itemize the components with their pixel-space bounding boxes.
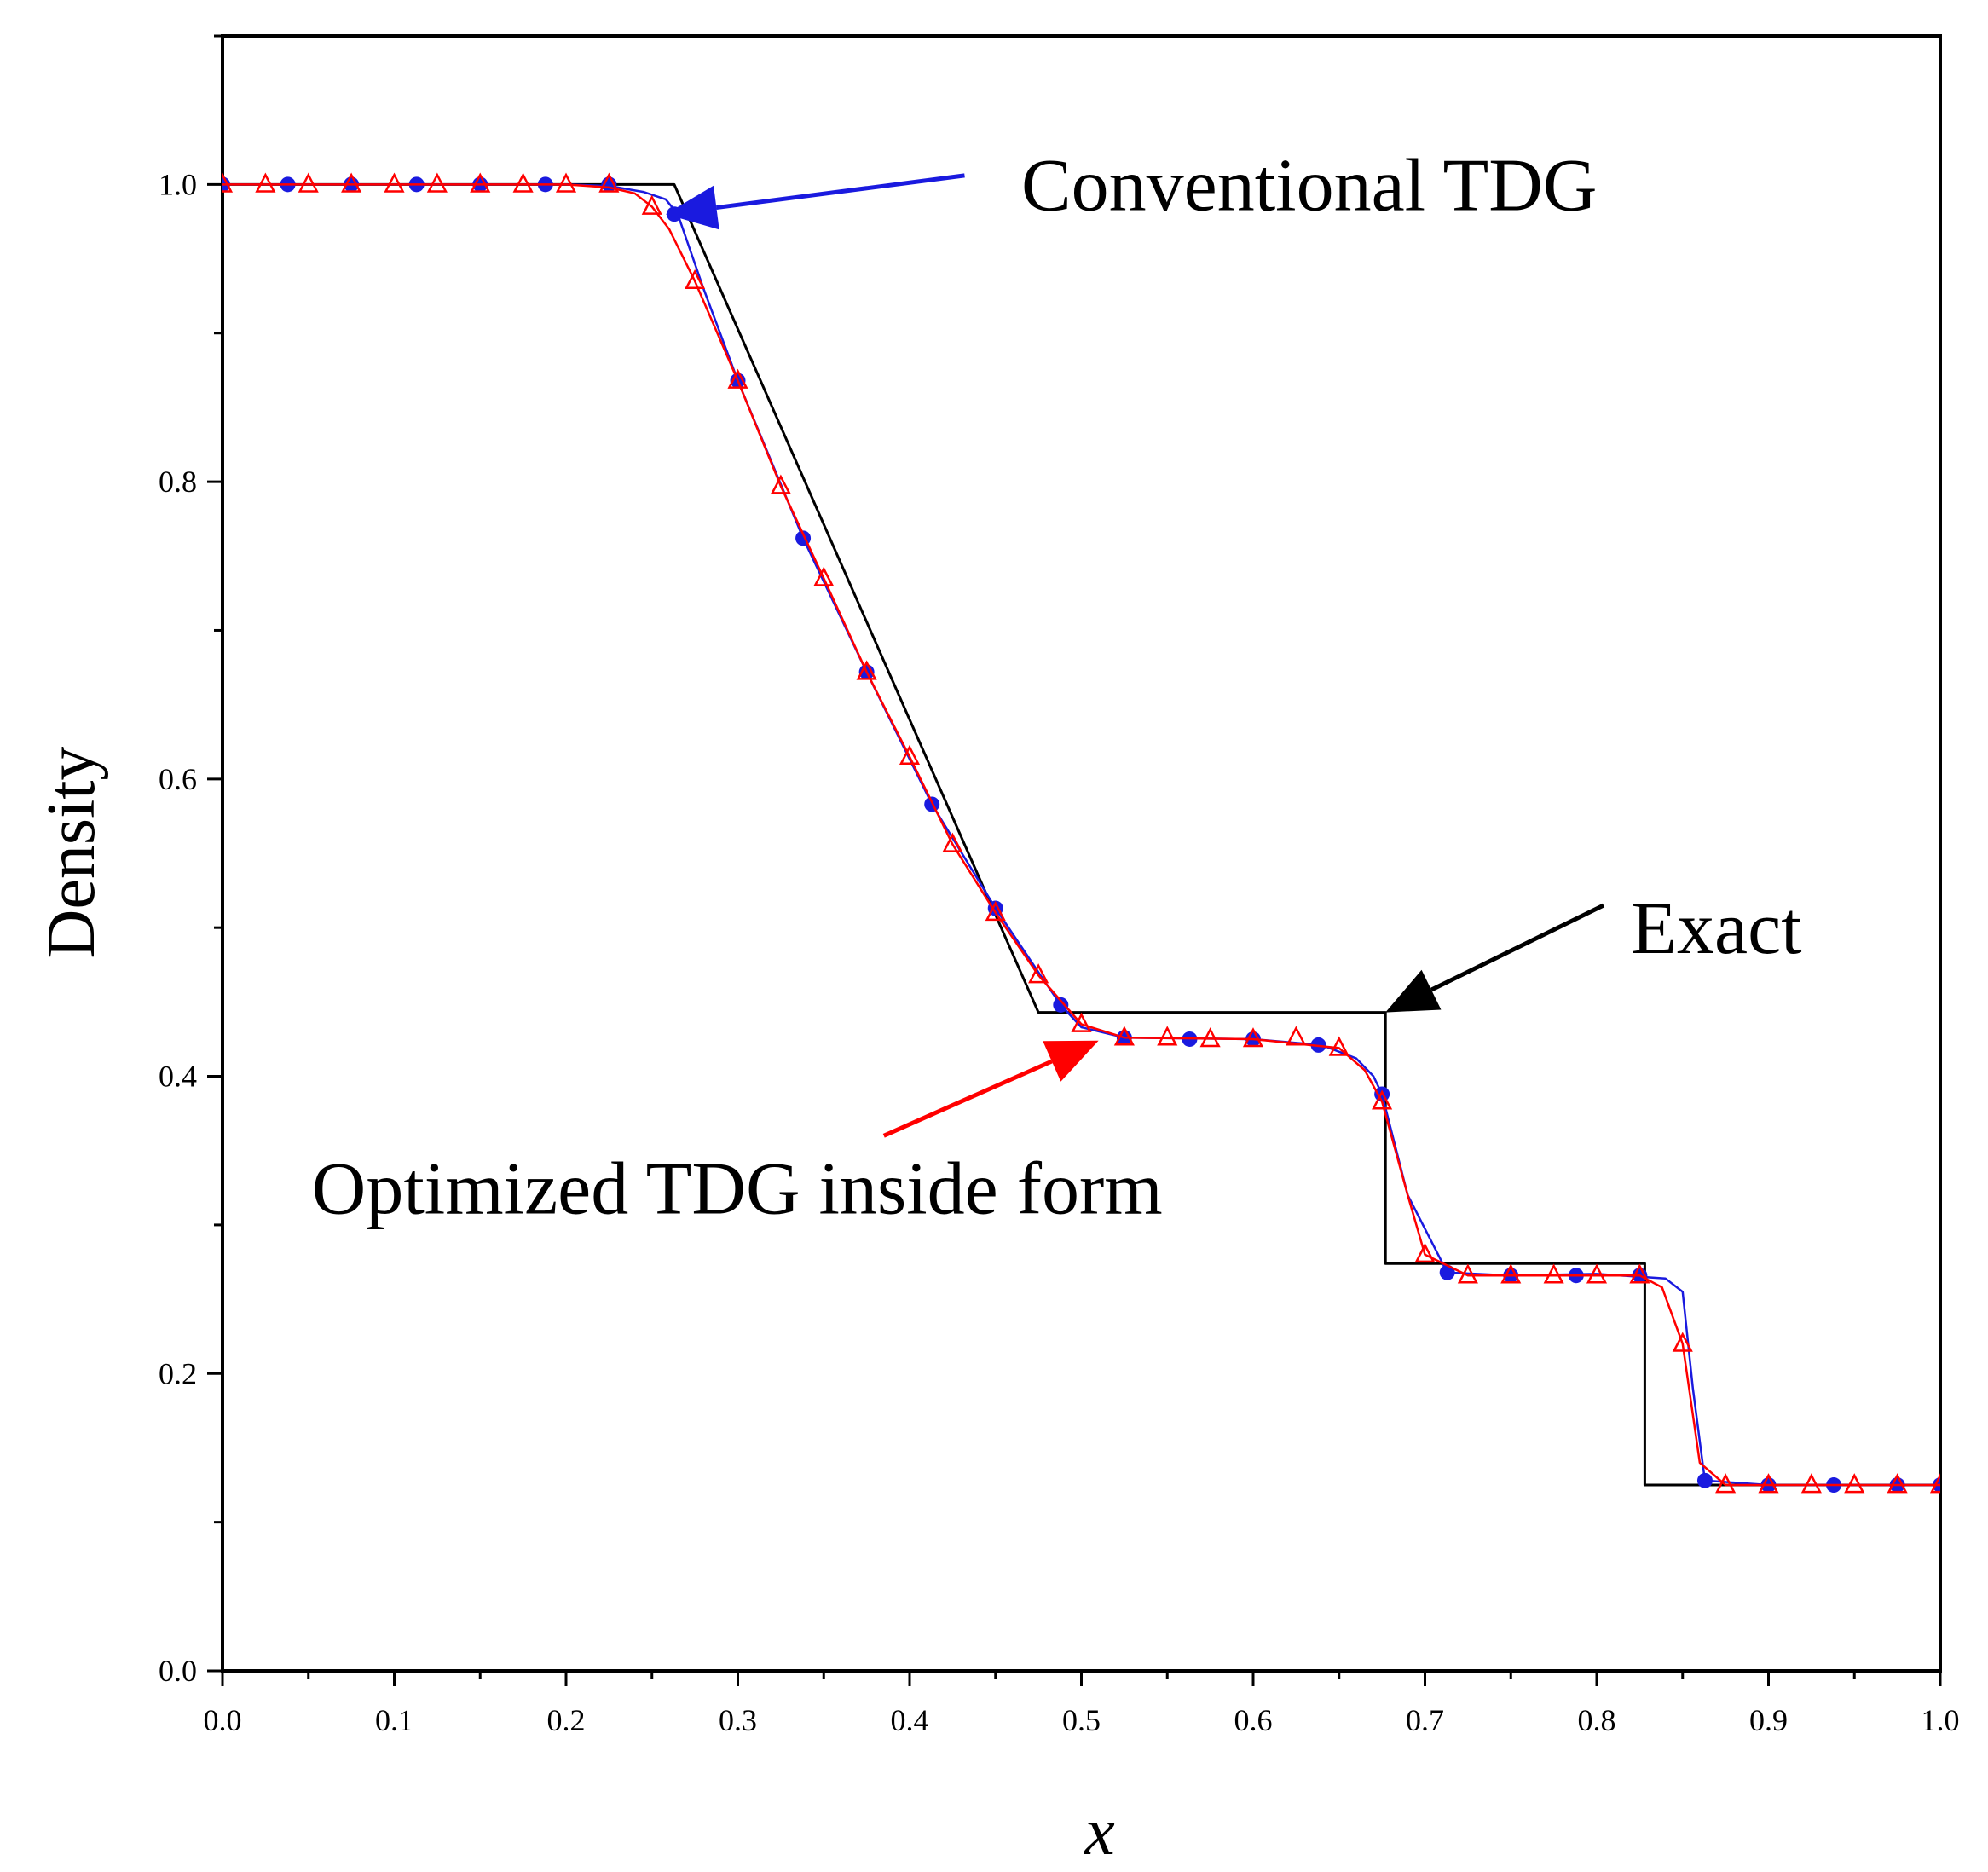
- marker-optimized-tdg-inside-form: [426, 172, 448, 193]
- marker-optimized-tdg-inside-form: [1414, 1242, 1436, 1263]
- marker-optimized-tdg-inside-form: [1242, 1027, 1264, 1048]
- x-tick-label: 0.3: [719, 1703, 757, 1737]
- annotation-layer: Conventional TDG Exact Optimized TDG insid…: [312, 144, 1802, 1230]
- marker-optimized-tdg-inside-form: [942, 832, 963, 852]
- marker-conventional-tdg: [1696, 1472, 1713, 1488]
- marker-optimized-tdg-inside-form: [1286, 1026, 1307, 1046]
- marker-optimized-tdg-inside-form: [1199, 1027, 1221, 1048]
- marker-conventional-tdg: [1439, 1264, 1455, 1280]
- marker-optimized-tdg-inside-form: [1586, 1263, 1608, 1284]
- marker-optimized-tdg-inside-form: [598, 172, 620, 193]
- marker-optimized-tdg-inside-form: [1071, 1012, 1092, 1032]
- marker-optimized-tdg-inside-form: [985, 900, 1006, 922]
- x-tick-label: 0.7: [1406, 1703, 1444, 1737]
- y-tick-label: 0.4: [159, 1060, 197, 1094]
- marker-optimized-tdg-inside-form: [727, 368, 748, 389]
- series-line-conventional-tdg: [222, 183, 1940, 1487]
- y-tick-label: 0.8: [159, 465, 197, 499]
- marker-optimized-tdg-inside-form: [255, 172, 276, 193]
- marker-optimized-tdg-inside-form: [1113, 1026, 1135, 1046]
- y-tick-label: 0.0: [159, 1654, 197, 1688]
- axis-ticks: [207, 34, 1942, 1686]
- series-line-exact: [222, 182, 1940, 1487]
- marker-optimized-tdg-inside-form: [1758, 1473, 1779, 1494]
- marker-optimized-tdg-inside-form: [1800, 1473, 1822, 1494]
- marker-optimized-tdg-inside-form: [685, 269, 706, 290]
- marker-optimized-tdg-inside-form: [1157, 1026, 1178, 1046]
- x-tick-label: 0.0: [204, 1703, 242, 1737]
- marker-optimized-tdg-inside-form: [1929, 1473, 1940, 1494]
- y-tick-label: 1.0: [159, 167, 197, 201]
- marker-optimized-tdg-inside-form: [641, 194, 662, 215]
- x-tick-label: 1.0: [1922, 1703, 1960, 1737]
- arrow-head-optimized-tdg-inside-form: [1043, 1040, 1099, 1082]
- annotation-exact: Exact: [1631, 887, 1801, 970]
- series-layer: [222, 172, 1940, 1494]
- x-tick-label: 0.6: [1234, 1703, 1273, 1737]
- axis-tick-labels: 0.0 0.1 0.2 0.3 0.4 0.5 0.6 0.7 0.8 0.9 1.0 0.0 0.2 0…: [159, 167, 1960, 1737]
- x-axis-title: x: [1084, 1794, 1115, 1869]
- marker-optimized-tdg-inside-form: [1457, 1263, 1478, 1284]
- annotation-optimized-tdg-inside-form: Optimized TDG inside form: [312, 1147, 1163, 1230]
- plot-frame: [221, 34, 1942, 1673]
- x-tick-label: 0.9: [1749, 1703, 1788, 1737]
- series-line-optimized-tdg-inside-form: [222, 183, 1940, 1487]
- arrow-shaft-optimized-tdg-inside-form: [882, 1059, 1053, 1138]
- marker-optimized-tdg-inside-form: [1543, 1263, 1564, 1284]
- marker-optimized-tdg-inside-form: [1500, 1263, 1522, 1284]
- marker-conventional-tdg: [1053, 997, 1069, 1013]
- marker-optimized-tdg-inside-form: [384, 172, 405, 193]
- x-tick-label: 0.2: [547, 1703, 586, 1737]
- marker-optimized-tdg-inside-form: [899, 744, 921, 766]
- marker-optimized-tdg-inside-form: [1715, 1473, 1737, 1494]
- arrow-shaft-conventional-tdg: [716, 173, 965, 211]
- marker-optimized-tdg-inside-form: [770, 474, 791, 494]
- x-tick-label: 0.8: [1578, 1703, 1616, 1737]
- x-tick-label: 0.4: [891, 1703, 929, 1737]
- arrow-head-conventional-tdg: [665, 185, 719, 230]
- marker-optimized-tdg-inside-form: [222, 172, 234, 193]
- marker-optimized-tdg-inside-form: [512, 172, 534, 193]
- arrow-shaft-exact: [1430, 903, 1605, 992]
- marker-optimized-tdg-inside-form: [1028, 963, 1049, 984]
- marker-optimized-tdg-inside-form: [341, 172, 362, 193]
- marker-optimized-tdg-inside-form: [1629, 1263, 1650, 1284]
- marker-optimized-tdg-inside-form: [1372, 1089, 1393, 1110]
- marker-optimized-tdg-inside-form: [470, 172, 491, 193]
- arrow-head-exact: [1385, 969, 1442, 1013]
- y-tick-label: 0.6: [159, 762, 197, 796]
- x-tick-label: 0.5: [1062, 1703, 1101, 1737]
- marker-optimized-tdg-inside-form: [1672, 1332, 1693, 1352]
- y-tick-label: 0.2: [159, 1356, 197, 1390]
- marker-optimized-tdg-inside-form: [298, 172, 319, 193]
- y-axis-title: Density: [34, 747, 109, 959]
- marker-optimized-tdg-inside-form: [555, 172, 577, 193]
- marker-optimized-tdg-inside-form: [1844, 1473, 1865, 1494]
- marker-optimized-tdg-inside-form: [856, 660, 877, 680]
- marker-optimized-tdg-inside-form: [813, 566, 835, 586]
- marker-optimized-tdg-inside-form: [1328, 1036, 1349, 1056]
- x-tick-label: 0.1: [375, 1703, 413, 1737]
- annotation-conventional-tdg: Conventional TDG: [1021, 144, 1597, 227]
- marker-optimized-tdg-inside-form: [1887, 1473, 1908, 1494]
